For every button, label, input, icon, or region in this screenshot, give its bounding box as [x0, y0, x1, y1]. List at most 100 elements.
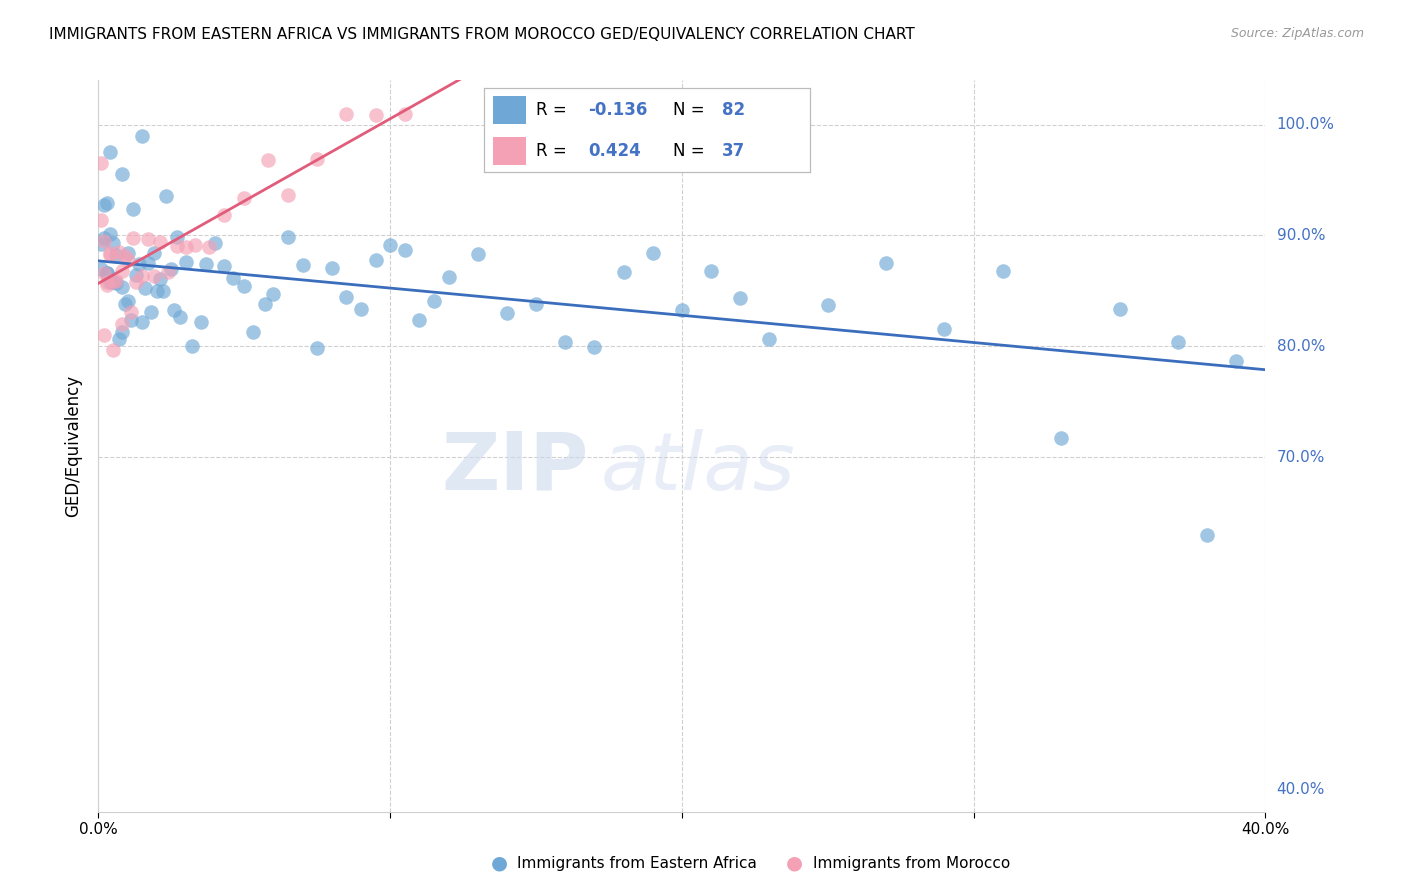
Text: Immigrants from Morocco: Immigrants from Morocco: [813, 856, 1010, 871]
Text: ●: ●: [786, 854, 803, 873]
Point: [101, 343, 124, 358]
Point: [423, 293, 446, 308]
Point: [139, 305, 162, 319]
Point: [142, 269, 165, 284]
Point: [253, 296, 276, 310]
Point: [96, 278, 118, 293]
Text: Immigrants from Eastern Africa: Immigrants from Eastern Africa: [517, 856, 758, 871]
Point: [93, 266, 115, 280]
Point: [96, 266, 118, 280]
Point: [136, 232, 159, 246]
Point: [335, 106, 357, 120]
Point: [204, 236, 226, 251]
Point: [277, 229, 299, 244]
Point: [104, 273, 127, 287]
Point: [149, 235, 172, 250]
Point: [101, 275, 124, 289]
Point: [98, 275, 121, 289]
Point: [114, 297, 136, 311]
Point: [934, 322, 956, 336]
Point: [96, 266, 118, 280]
Point: [104, 276, 127, 290]
Point: [437, 269, 460, 284]
Text: Source: ZipAtlas.com: Source: ZipAtlas.com: [1230, 27, 1364, 40]
Point: [221, 270, 243, 285]
Point: [90, 261, 112, 276]
Point: [125, 275, 148, 289]
Point: [291, 258, 314, 272]
Point: [350, 302, 373, 317]
Point: [152, 285, 174, 299]
Point: [98, 246, 121, 260]
Point: [169, 310, 191, 324]
Point: [122, 202, 145, 216]
Point: [174, 240, 197, 254]
Point: [117, 253, 139, 268]
Point: [108, 332, 131, 346]
Point: [364, 253, 387, 268]
Text: 40.0%: 40.0%: [1277, 782, 1324, 797]
Point: [122, 231, 145, 245]
Text: 70.0%: 70.0%: [1277, 450, 1324, 465]
Point: [1108, 301, 1130, 316]
Point: [380, 238, 402, 252]
Point: [120, 304, 142, 318]
Text: 90.0%: 90.0%: [1277, 228, 1324, 243]
Point: [671, 303, 693, 318]
Point: [583, 340, 606, 354]
Point: [467, 247, 489, 261]
Point: [111, 168, 134, 182]
Point: [93, 231, 115, 245]
Point: [1195, 527, 1218, 541]
Point: [120, 313, 142, 327]
Point: [96, 195, 118, 210]
Y-axis label: GED/Equivalency: GED/Equivalency: [65, 375, 83, 517]
Point: [641, 245, 664, 260]
Point: [262, 287, 284, 301]
Text: IMMIGRANTS FROM EASTERN AFRICA VS IMMIGRANTS FROM MOROCCO GED/EQUIVALENCY CORREL: IMMIGRANTS FROM EASTERN AFRICA VS IMMIGR…: [49, 27, 915, 42]
Point: [875, 256, 897, 270]
Point: [111, 279, 134, 293]
Point: [242, 325, 264, 339]
Point: [180, 339, 202, 353]
Point: [364, 108, 387, 122]
Point: [101, 273, 124, 287]
Text: 100.0%: 100.0%: [1277, 117, 1334, 132]
Point: [93, 234, 115, 248]
Point: [117, 293, 139, 308]
Point: [730, 291, 752, 305]
Point: [114, 249, 136, 263]
Point: [408, 313, 430, 327]
Point: [277, 188, 299, 202]
Point: [155, 189, 177, 203]
Point: [128, 257, 150, 271]
Point: [394, 244, 416, 258]
Point: [117, 246, 139, 260]
Point: [166, 239, 188, 253]
Point: [212, 208, 235, 222]
Point: [98, 248, 121, 262]
Point: [1050, 431, 1073, 445]
Point: [98, 145, 121, 160]
Point: [190, 315, 212, 329]
Point: [183, 237, 205, 252]
Point: [321, 261, 343, 276]
Point: [817, 297, 839, 311]
Point: [90, 156, 112, 170]
Text: atlas: atlas: [600, 429, 794, 507]
Point: [90, 237, 112, 252]
Point: [90, 212, 112, 227]
Point: [98, 227, 121, 242]
Point: [93, 197, 115, 211]
Point: [111, 325, 134, 339]
Text: ●: ●: [491, 854, 508, 873]
Point: [198, 240, 221, 254]
Point: [524, 296, 547, 310]
Point: [1225, 354, 1247, 368]
Point: [93, 328, 115, 343]
Point: [212, 259, 235, 273]
Point: [233, 279, 256, 293]
Point: [131, 315, 153, 329]
Point: [1167, 334, 1189, 349]
Point: [104, 248, 127, 262]
